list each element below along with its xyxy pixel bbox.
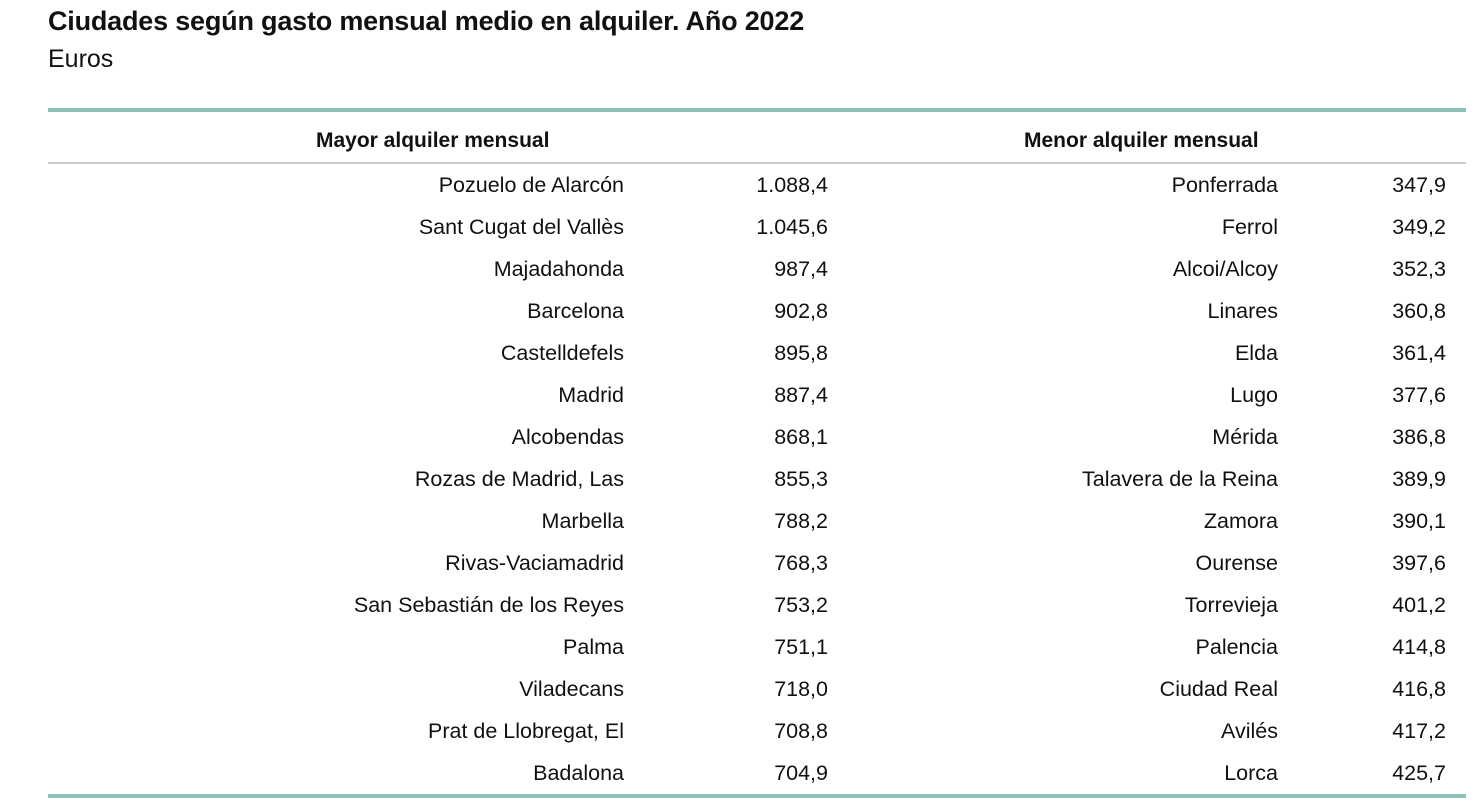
table-header: Mayor alquiler mensual Menor alquiler me…	[48, 112, 1466, 164]
low-city-cell: Elda	[1234, 341, 1278, 365]
high-value-cell: 855,3	[774, 467, 828, 491]
table-row: Badalona 704,9 Lorca 425,7	[48, 752, 1466, 794]
table-row: Viladecans 718,0 Ciudad Real 416,8	[48, 668, 1466, 710]
high-city-cell: Barcelona	[527, 299, 624, 323]
high-city-cell: Sant Cugat del Vallès	[418, 215, 624, 239]
low-value-cell: 347,9	[1392, 173, 1446, 197]
high-value-cell: 708,8	[774, 719, 828, 743]
low-value-cell: 361,4	[1392, 341, 1446, 365]
high-value-cell: 788,2	[774, 509, 828, 533]
table-row: Rivas-Vaciamadrid 768,3 Ourense 397,6	[48, 542, 1466, 584]
high-city-cell: Palma	[563, 635, 624, 659]
low-city-cell: Ourense	[1195, 551, 1278, 575]
low-city-cell: Ciudad Real	[1159, 677, 1278, 701]
low-value-cell: 386,8	[1392, 425, 1446, 449]
table-bottom-rule	[48, 794, 1466, 798]
high-value-cell: 1.088,4	[756, 173, 828, 197]
table-row: Madrid 887,4 Lugo 377,6	[48, 374, 1466, 416]
high-city-cell: Prat de Llobregat, El	[427, 719, 624, 743]
table-row: Castelldefels 895,8 Elda 361,4	[48, 332, 1466, 374]
table-row: Palma 751,1 Palencia 414,8	[48, 626, 1466, 668]
low-value-cell: 425,7	[1392, 761, 1446, 785]
high-value-cell: 704,9	[774, 761, 828, 785]
low-value-cell: 377,6	[1392, 383, 1446, 407]
low-value-cell: 360,8	[1392, 299, 1446, 323]
high-value-cell: 1.045,6	[756, 215, 828, 239]
table-row: Marbella 788,2 Zamora 390,1	[48, 500, 1466, 542]
high-city-cell: Majadahonda	[493, 257, 624, 281]
table-row: Majadahonda 987,4 Alcoi/Alcoy 352,3	[48, 248, 1466, 290]
table-row: Barcelona 902,8 Linares 360,8	[48, 290, 1466, 332]
page-subtitle: Euros	[48, 45, 114, 73]
column-header-highest: Mayor alquiler mensual	[316, 129, 550, 152]
rent-table: Mayor alquiler mensual Menor alquiler me…	[48, 108, 1466, 798]
high-city-cell: San Sebastián de los Reyes	[353, 593, 624, 617]
low-value-cell: 414,8	[1392, 635, 1446, 659]
high-city-cell: Pozuelo de Alarcón	[438, 173, 624, 197]
low-city-cell: Zamora	[1203, 509, 1278, 533]
low-city-cell: Mérida	[1212, 425, 1278, 449]
low-value-cell: 389,9	[1392, 467, 1446, 491]
low-city-cell: Lorca	[1224, 761, 1278, 785]
low-value-cell: 416,8	[1392, 677, 1446, 701]
column-header-lowest: Menor alquiler mensual	[1024, 129, 1259, 152]
low-city-cell: Torrevieja	[1184, 593, 1278, 617]
high-value-cell: 768,3	[774, 551, 828, 575]
table-row: Rozas de Madrid, Las 855,3 Talavera de la …	[48, 458, 1466, 500]
low-city-cell: Linares	[1207, 299, 1278, 323]
high-city-cell: Rivas-Vaciamadrid	[445, 551, 624, 575]
table-body: Pozuelo de Alarcón 1.088,4 Ponferrada 347,9…	[48, 164, 1466, 794]
high-city-cell: Badalona	[533, 761, 624, 785]
table-top-rule	[48, 108, 1466, 112]
low-value-cell: 417,2	[1392, 719, 1446, 743]
table-row: Prat de Llobregat, El 708,8 Avilés 417,2	[48, 710, 1466, 752]
low-city-cell: Ferrol	[1221, 215, 1278, 239]
high-value-cell: 902,8	[774, 299, 828, 323]
high-value-cell: 751,1	[774, 635, 828, 659]
high-city-cell: Marbella	[541, 509, 624, 533]
table-row: Pozuelo de Alarcón 1.088,4 Ponferrada 347,9	[48, 164, 1466, 206]
high-city-cell: Alcobendas	[511, 425, 624, 449]
high-value-cell: 895,8	[774, 341, 828, 365]
table-row: Alcobendas 868,1 Mérida 386,8	[48, 416, 1466, 458]
high-value-cell: 987,4	[774, 257, 828, 281]
low-value-cell: 401,2	[1392, 593, 1446, 617]
table-row: San Sebastián de los Reyes 753,2 Torreviej…	[48, 584, 1466, 626]
high-value-cell: 868,1	[774, 425, 828, 449]
low-value-cell: 352,3	[1392, 257, 1446, 281]
low-city-cell: Alcoi/Alcoy	[1172, 257, 1278, 281]
page-title: Ciudades según gasto mensual medio en al…	[48, 6, 805, 36]
low-city-cell: Avilés	[1221, 719, 1278, 743]
low-value-cell: 390,1	[1392, 509, 1446, 533]
high-value-cell: 887,4	[774, 383, 828, 407]
low-city-cell: Lugo	[1230, 383, 1278, 407]
low-city-cell: Talavera de la Reina	[1081, 467, 1278, 491]
high-city-cell: Madrid	[558, 383, 624, 407]
low-value-cell: 397,6	[1392, 551, 1446, 575]
high-value-cell: 753,2	[774, 593, 828, 617]
low-city-cell: Palencia	[1195, 635, 1278, 659]
high-city-cell: Viladecans	[519, 677, 624, 701]
low-value-cell: 349,2	[1392, 215, 1446, 239]
high-value-cell: 718,0	[774, 677, 828, 701]
low-city-cell: Ponferrada	[1171, 173, 1278, 197]
high-city-cell: Castelldefels	[500, 341, 624, 365]
table-row: Sant Cugat del Vallès 1.045,6 Ferrol 349,2	[48, 206, 1466, 248]
high-city-cell: Rozas de Madrid, Las	[414, 467, 624, 491]
